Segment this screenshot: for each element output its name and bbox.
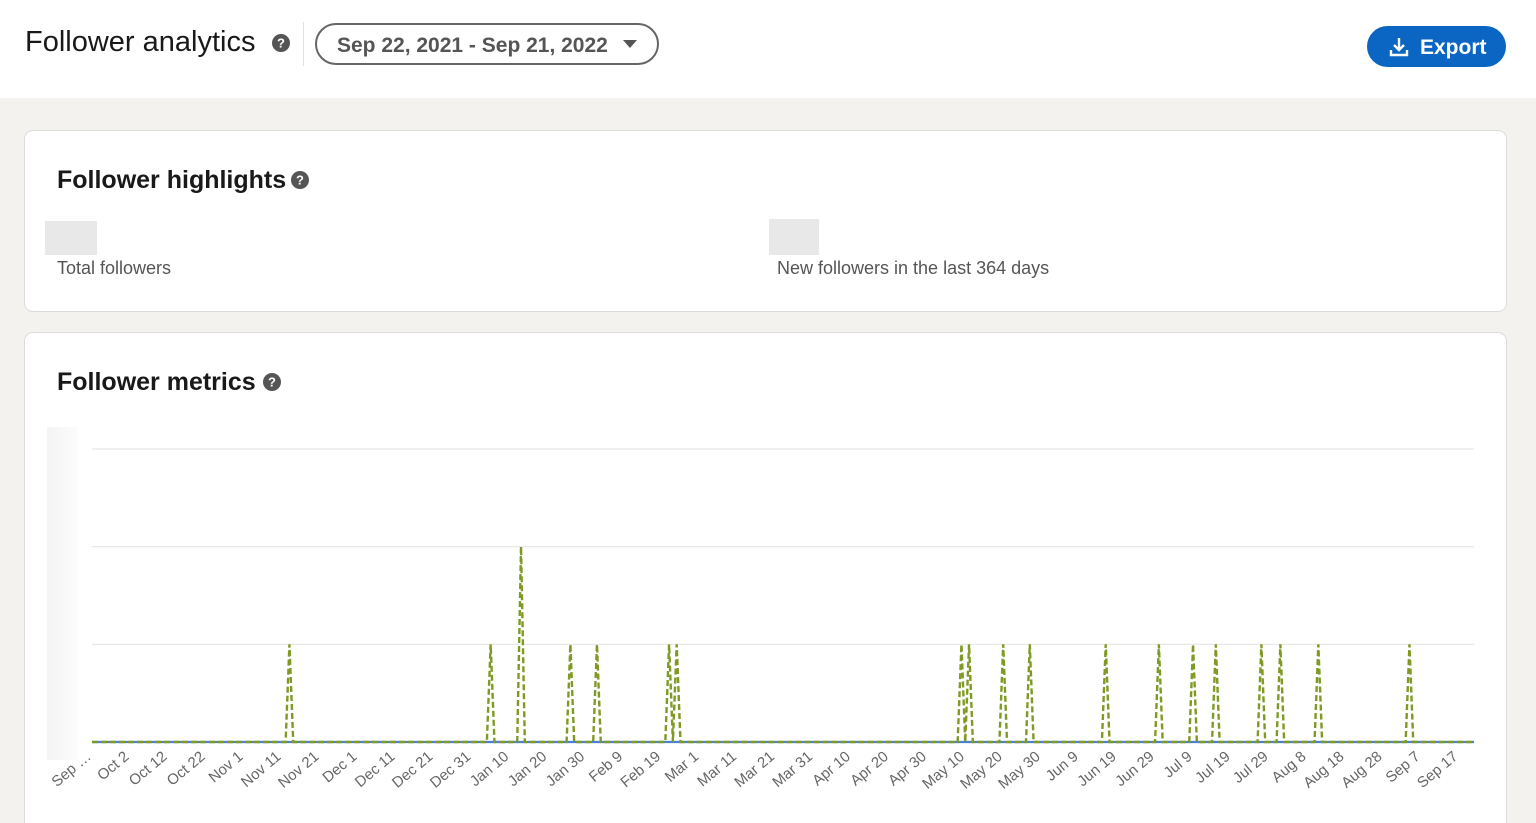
x-tick-label: Jan 20 [505,748,550,790]
series-line [92,546,1474,744]
export-label: Export [1420,36,1487,59]
x-tick-label: Oct 22 [164,748,209,789]
x-tick-label: May 10 [919,748,968,793]
svg-text:?: ? [268,375,276,390]
x-tick-label: Apr 20 [847,748,892,789]
download-icon [1389,38,1409,57]
x-tick-label: Mar 21 [731,748,778,791]
caret [623,40,637,48]
x-tick-label: Dec 21 [389,748,436,792]
blurred-y-axis [47,427,78,760]
x-tick-label: Oct 12 [126,748,171,789]
x-tick-label: Dec 11 [352,748,398,791]
hidden-number [45,221,97,255]
stat-label: New followers in the last 364 days [777,258,1050,278]
x-tick-label: Nov 21 [275,748,322,792]
export-button[interactable]: Export [1367,26,1506,67]
x-tick-label: Jul 9 [1160,748,1195,781]
hidden-number [769,219,819,255]
header: Follower analytics ? Sep 22, 2021 - Sep … [0,0,1536,98]
x-tick-label: May 20 [957,748,1006,793]
x-tick-label: Jul 29 [1230,748,1272,787]
highlights-card: Follower highlights ? Total followers Ne… [24,130,1507,312]
x-tick-label: Sep 17 [1414,748,1461,792]
x-tick-label: May 30 [995,748,1044,793]
help-icon[interactable]: ? [263,373,281,391]
page-title: Follower analytics [25,26,256,58]
x-tick-label: Dec 31 [427,748,474,792]
x-tick-label: Jun 19 [1074,748,1119,790]
x-tick-label: Jul 19 [1192,748,1234,787]
date-range-dropdown[interactable]: Sep 22, 2021 - Sep 21, 2022 [315,23,659,65]
x-tick-label: Apr 10 [809,748,854,789]
divider [303,22,304,66]
x-tick-label: Mar 31 [769,748,816,791]
x-tick-label: Aug 28 [1338,748,1385,792]
svg-text:?: ? [296,173,304,188]
x-tick-label: Aug 18 [1300,748,1347,792]
x-tick-label: Nov 11 [238,748,284,791]
x-tick-label: Mar 11 [694,748,740,790]
help-icon[interactable]: ? [291,171,309,189]
svg-text:?: ? [277,36,285,51]
x-tick-label: Feb 19 [617,748,664,791]
stat-label: Total followers [57,258,172,278]
card-title: Follower highlights [57,166,287,194]
card-title: Follower metrics [57,368,256,396]
help-icon[interactable]: ? [272,34,290,52]
date-range: Sep 22, 2021 - Sep 21, 2022 [337,34,608,57]
x-tick-label: Jan 10 [467,748,512,790]
x-tick-label: Jun 29 [1112,748,1157,790]
x-tick-label: Jan 30 [543,748,588,790]
